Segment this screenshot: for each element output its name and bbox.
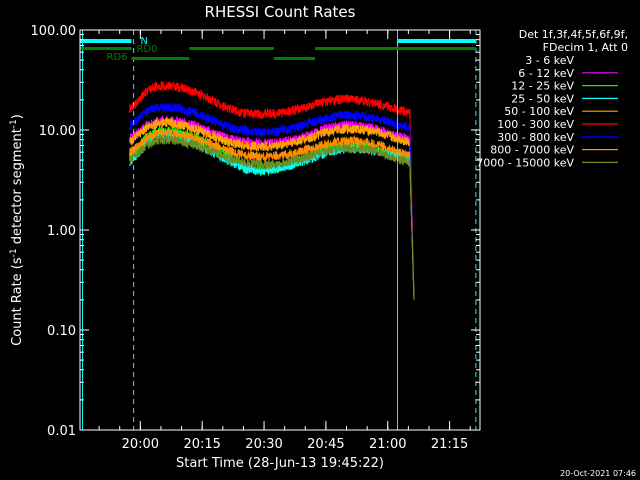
attenuator-bar	[397, 39, 476, 43]
legend-entry-label: 800 - 7000 keV	[490, 144, 574, 157]
rd0-label: RD0	[137, 44, 158, 55]
rd-lower-bar	[273, 57, 316, 60]
footer-timestamp: 20-Oct-2021 07:46	[560, 469, 636, 478]
y-tick-label: 0.01	[47, 424, 76, 439]
y-label-part-1: Count Rate (s	[10, 257, 25, 346]
legend-header-line-1: Det 1f,3f,4f,5f,6f,9f,	[519, 28, 628, 41]
y-label-part-3: detector segment	[10, 128, 25, 248]
series-line-9	[128, 134, 415, 300]
y-tick-label: 100.00	[31, 24, 77, 39]
x-axis: 20:00 20:15 20:30 20:45 21:00 21:15	[98, 30, 471, 452]
y-tick-label: 10.00	[39, 124, 76, 139]
rd-upper-bar	[189, 47, 274, 50]
x-tick-label: 20:15	[183, 437, 220, 452]
legend-header-line-2: FDecim 1, Att 0	[543, 41, 628, 54]
y-label-part-4: -1	[9, 119, 19, 128]
series-line-6	[128, 80, 415, 300]
legend-entry-label: 25 - 50 keV	[511, 92, 574, 105]
legend-entry-label: 300 - 800 keV	[497, 131, 574, 144]
series-layer	[128, 80, 415, 331]
y-label-part-5: )	[10, 114, 25, 119]
x-tick-label: 21:00	[369, 437, 406, 452]
legend-entry-label: 3 - 6 keV	[525, 54, 574, 67]
rd-upper-bar	[315, 47, 476, 50]
series-line-5	[129, 116, 415, 300]
x-tick-label: 20:45	[307, 437, 344, 452]
y-axis: 100.00 10.00 1.00 0.10 0.01	[31, 24, 480, 439]
x-tick-label: 20:00	[122, 437, 159, 452]
y-axis-label: Count Rate (s-1 detector segment-1)	[9, 114, 25, 346]
y-label-part-2: -1	[9, 248, 19, 257]
rd6-label: RD6	[107, 52, 128, 63]
legend-entry-label: 6 - 12 keV	[518, 67, 574, 80]
rd-upper-bar	[80, 47, 132, 50]
legend-entry-label: 7000 - 15000 keV	[476, 156, 574, 169]
y-tick-label: 0.10	[47, 324, 76, 339]
legend-entry-label: 50 - 100 keV	[504, 105, 574, 118]
legend-entry-label: 12 - 25 keV	[511, 80, 574, 93]
attenuator-bar	[80, 39, 132, 43]
legend-entry-label: 100 - 300 keV	[497, 118, 574, 131]
rd-lower-bar	[131, 57, 190, 60]
y-tick-label: 1.00	[47, 224, 76, 239]
legend: Det 1f,3f,4f,5f,6f,9f, FDecim 1, Att 0 3…	[476, 28, 628, 169]
x-axis-label: Start Time (28-Jun-13 19:45:22)	[176, 456, 384, 471]
chart-title: RHESSI Count Rates	[205, 3, 356, 21]
x-tick-label: 21:15	[431, 437, 468, 452]
series-line-7	[128, 102, 415, 300]
attenuator-label: N	[141, 36, 148, 47]
x-tick-label: 20:30	[245, 437, 282, 452]
